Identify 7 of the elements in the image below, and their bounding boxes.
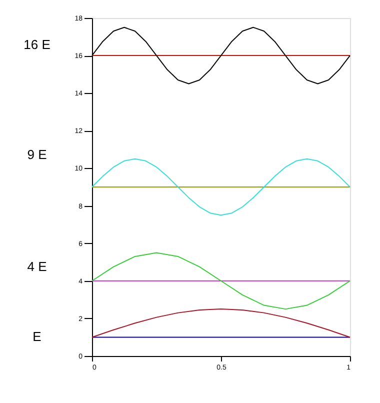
line-series <box>92 308 350 338</box>
text: 9 E <box>27 147 48 162</box>
line-series <box>92 252 350 310</box>
text: 16 E <box>24 37 51 52</box>
text: 4 E <box>27 259 48 274</box>
text: E <box>32 329 42 344</box>
line-series <box>92 158 350 216</box>
